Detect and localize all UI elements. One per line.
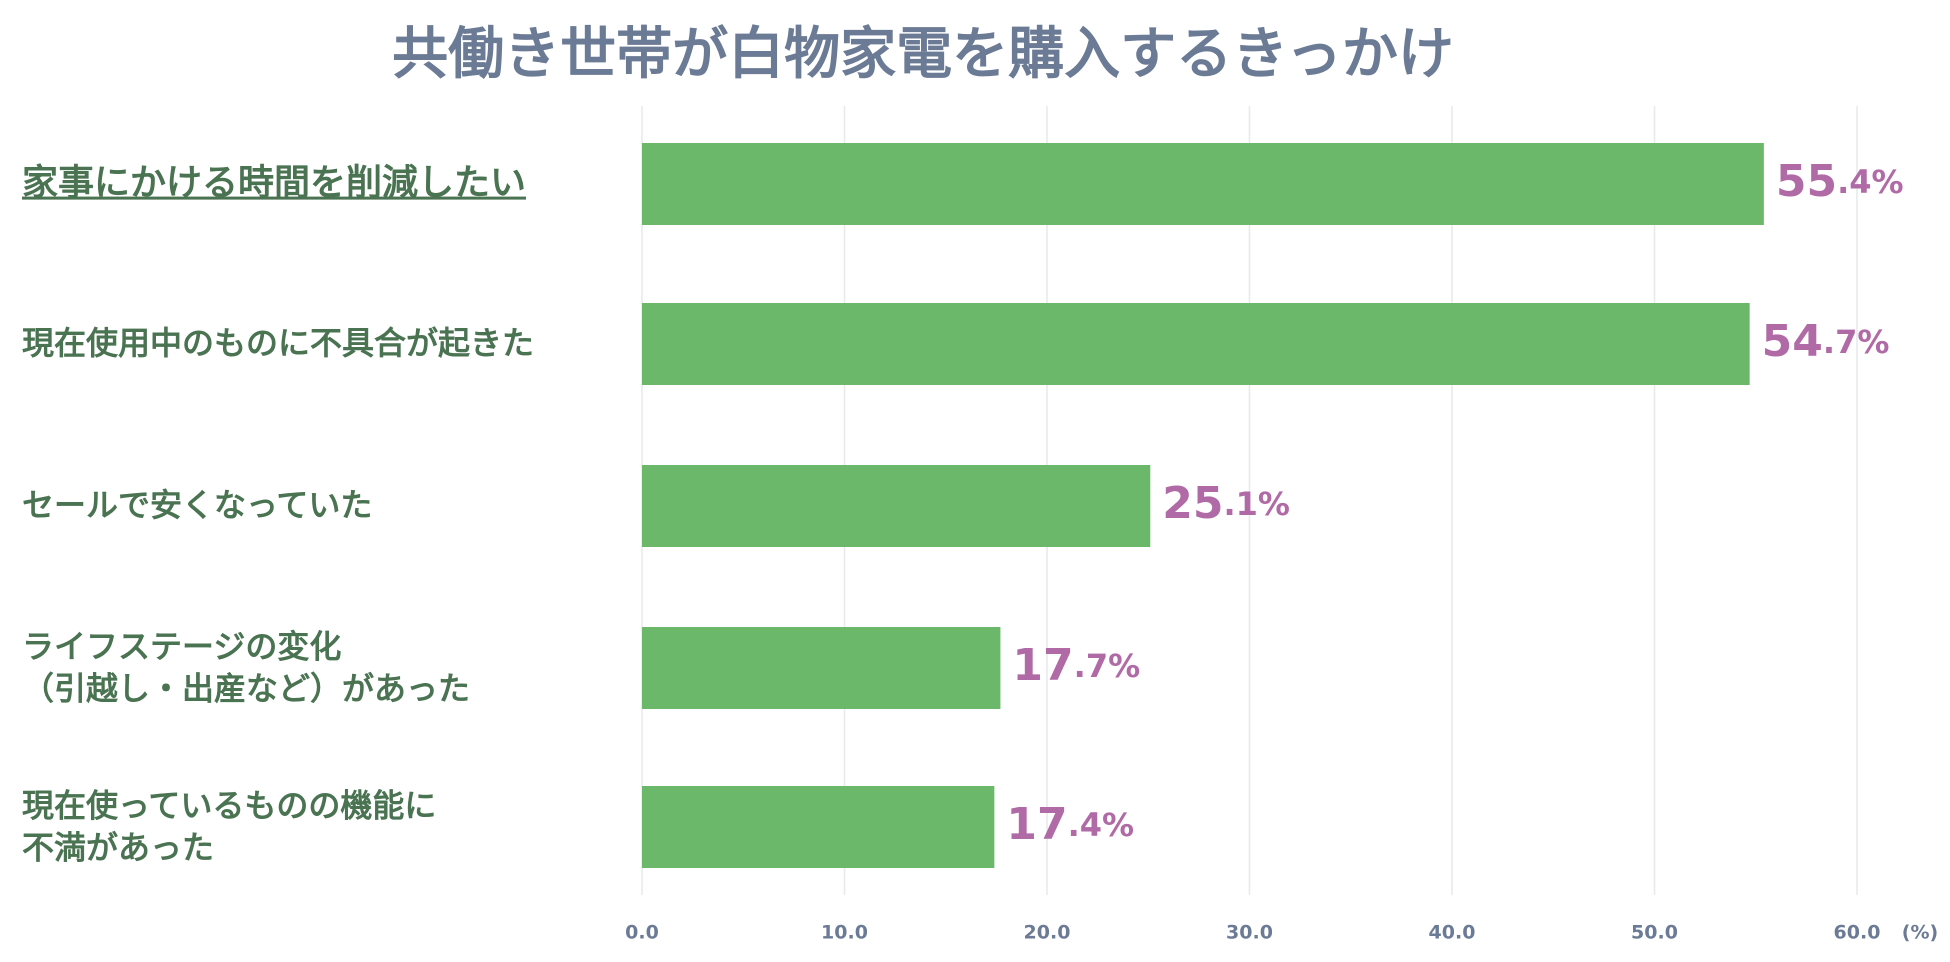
category-label: 家事にかける時間を削減したい: [22, 162, 527, 204]
x-tick-label: 0.0: [625, 922, 659, 944]
value-label: 55.4%: [1776, 156, 1904, 207]
value-label: 17.7%: [1012, 640, 1140, 691]
category-label: 現在使用中のものに不具合が起きた: [22, 324, 535, 363]
bar: [642, 303, 1750, 385]
x-tick-label: 10.0: [821, 922, 868, 944]
x-tick-label: 40.0: [1429, 922, 1476, 944]
x-tick-label: 60.0: [1834, 922, 1881, 944]
category-label: 現在使っているものの機能に 不満があった: [22, 786, 437, 866]
bar: [642, 143, 1764, 225]
value-label: 17.4%: [1006, 799, 1134, 850]
category-label: セールで安くなっていた: [22, 486, 373, 525]
value-label: 54.7%: [1762, 316, 1890, 367]
x-tick-label: 50.0: [1631, 922, 1678, 944]
bar: [642, 786, 995, 868]
x-tick-label: 30.0: [1226, 922, 1273, 944]
value-label: 25.1%: [1162, 478, 1290, 529]
category-label: ライフステージの変化 （引越し・出産など）があった: [22, 627, 471, 707]
x-axis-label: (%): [1902, 922, 1938, 944]
chart-title: 共働き世帯が白物家電を購入するきっかけ: [392, 22, 1454, 87]
bar: [642, 465, 1151, 547]
x-tick-label: 20.0: [1024, 922, 1071, 944]
bar: [642, 627, 1001, 709]
